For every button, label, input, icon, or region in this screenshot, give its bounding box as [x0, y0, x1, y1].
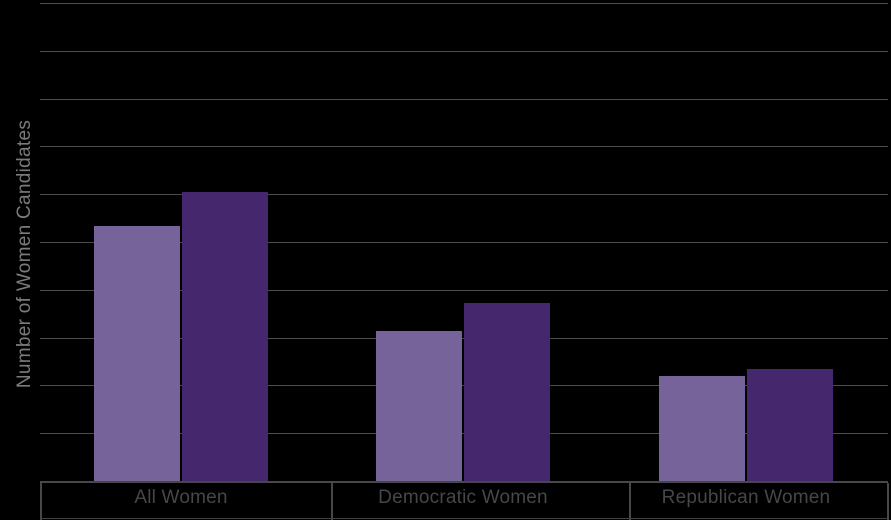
- gridline: [40, 50, 888, 52]
- y-axis-title: Number of Women Candidates: [14, 119, 35, 389]
- bar-light-2: [659, 375, 745, 481]
- category-separator-3: [887, 483, 889, 520]
- category-band-bottom-line: [40, 517, 888, 519]
- bar-light-1: [376, 330, 462, 481]
- gridline: [40, 242, 888, 243]
- category-separator-2: [629, 483, 631, 520]
- gridline: [40, 3, 888, 4]
- bar-dark-0: [182, 191, 268, 481]
- category-label-0: All Women: [134, 487, 228, 508]
- x-axis-line: [40, 480, 888, 483]
- gridline: [40, 289, 888, 291]
- gridline: [40, 194, 888, 196]
- category-separator-0: [40, 483, 42, 520]
- category-label-1: Democratic Women: [378, 487, 548, 508]
- bar-dark-1: [464, 303, 550, 481]
- bar-light-0: [94, 226, 180, 481]
- gridline: [40, 98, 888, 100]
- category-separator-1: [331, 483, 333, 520]
- bar-dark-2: [747, 369, 833, 481]
- category-label-2: Republican Women: [661, 487, 831, 508]
- gridline: [40, 146, 888, 148]
